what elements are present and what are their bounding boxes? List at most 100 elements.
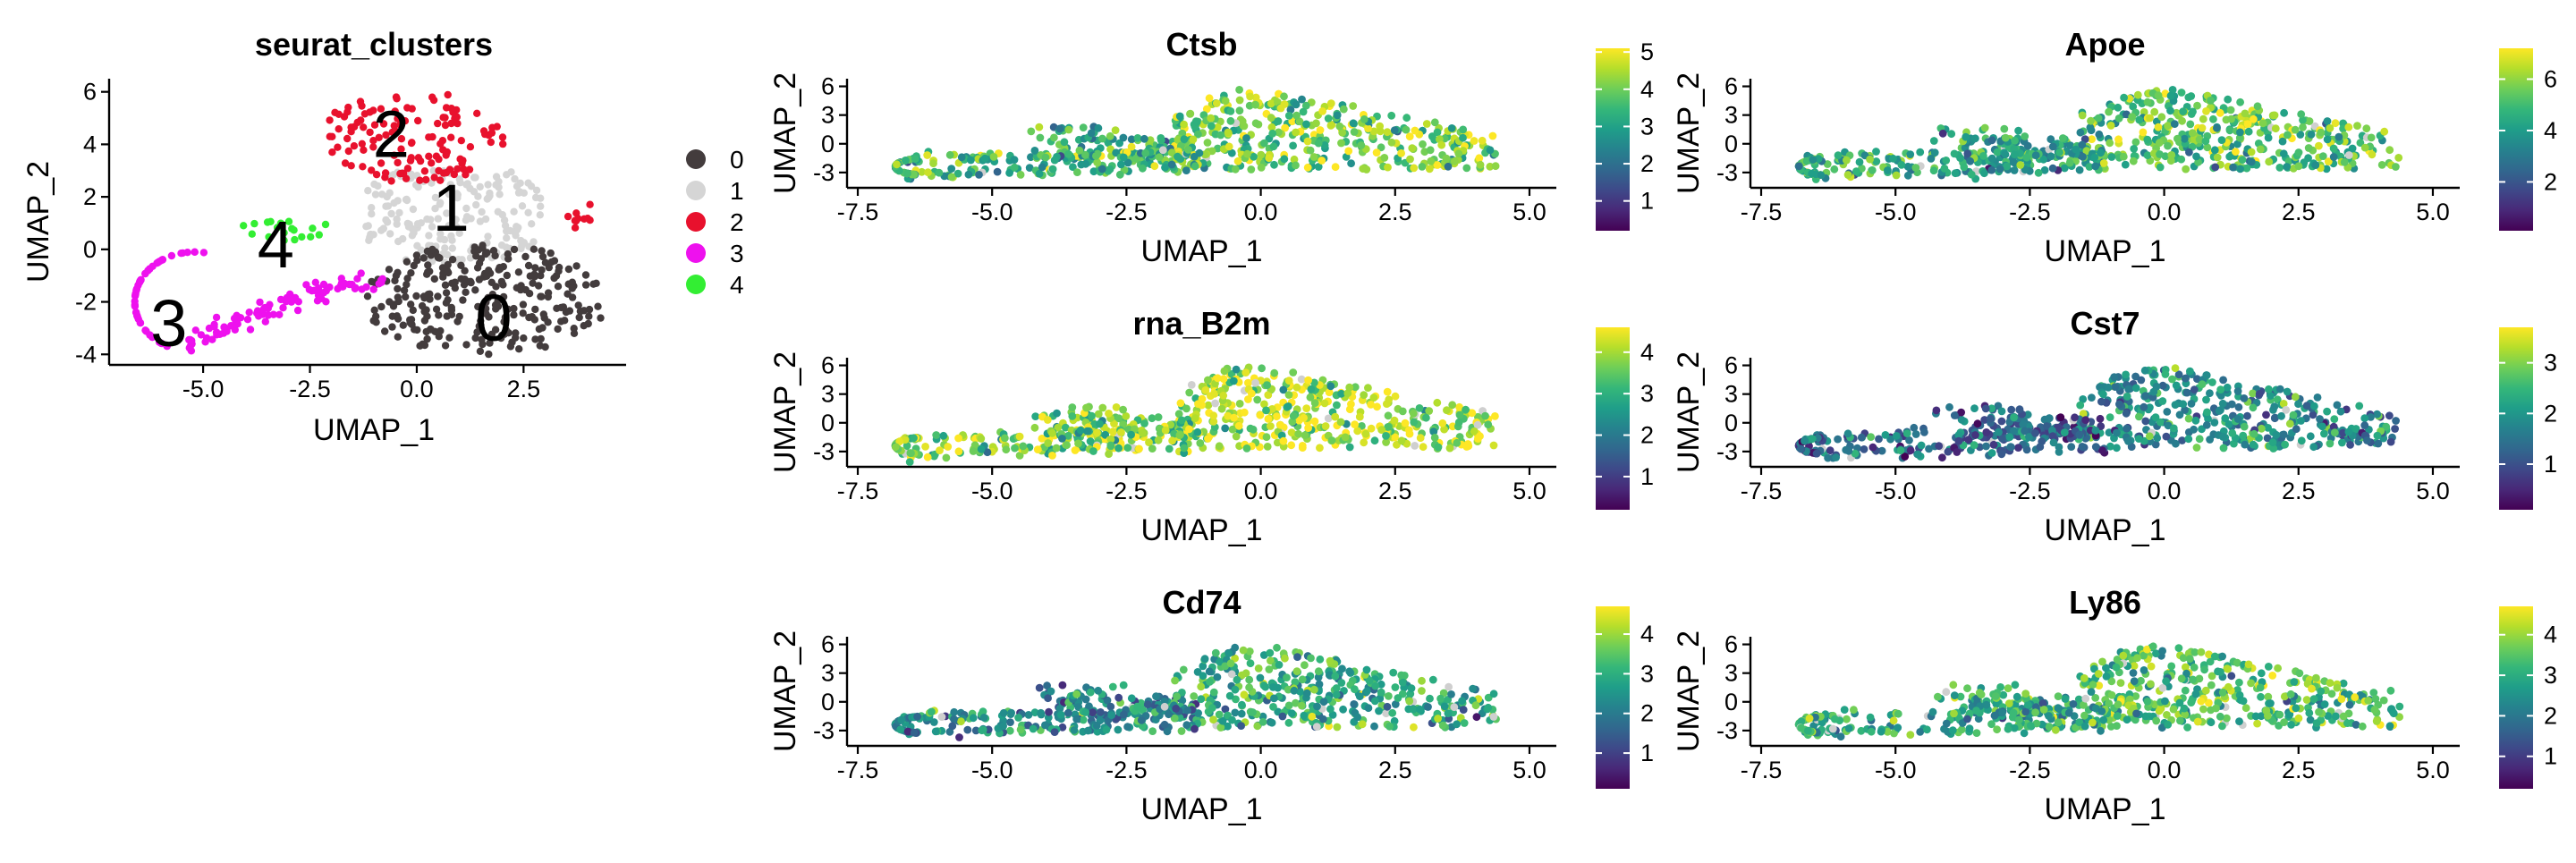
cell-point: [1424, 703, 1432, 711]
cell-point: [955, 733, 963, 741]
cell-point: [2164, 142, 2172, 150]
colorbar-tick-label: 3: [2544, 350, 2557, 377]
cell-point-cluster-0: [449, 256, 456, 263]
cell-point-cluster-0: [525, 314, 532, 321]
x-tick-label: -7.5: [837, 199, 879, 225]
cell-point: [1953, 448, 1961, 456]
cell-point: [2036, 443, 2044, 451]
cell-point: [2140, 129, 2148, 137]
cell-point: [1236, 400, 1244, 408]
cell-point: [1241, 368, 1250, 377]
cell-point: [1109, 683, 1117, 691]
cell-point: [1227, 107, 1235, 115]
cell-point: [892, 443, 900, 451]
cell-point: [2338, 695, 2346, 703]
cell-point: [1402, 126, 1411, 134]
cell-point-cluster-0: [424, 261, 431, 268]
cell-point: [957, 717, 965, 725]
cell-point: [1364, 124, 1372, 132]
cell-point: [970, 447, 978, 455]
cell-point-cluster-0: [515, 268, 522, 275]
cell-point: [1884, 166, 1892, 174]
cell-point: [1283, 673, 1291, 681]
cell-point: [1809, 156, 1818, 164]
cell-point: [1292, 101, 1301, 109]
cell-point-cluster-1: [503, 243, 510, 250]
colorbar-tick-label: 4: [1640, 621, 1654, 647]
cell-point: [1333, 691, 1341, 699]
cell-point-cluster-1: [537, 203, 544, 210]
cell-point: [2275, 164, 2284, 172]
cell-point: [1301, 431, 1309, 439]
cell-point: [2117, 679, 2125, 687]
cell-point: [1935, 442, 1943, 450]
cell-point: [2162, 370, 2170, 378]
cell-point: [1051, 728, 1059, 736]
cell-point: [1893, 172, 1901, 180]
cell-point: [2297, 417, 2305, 425]
cell-point: [1177, 399, 1185, 407]
cell-point-cluster-0: [547, 250, 555, 257]
cell-point: [2124, 385, 2132, 393]
cell-point: [1364, 384, 1372, 392]
cell-point: [2305, 144, 2313, 152]
cell-point-cluster-3: [285, 294, 292, 301]
cell-point: [1426, 695, 1434, 703]
cell-point: [2128, 113, 2136, 121]
cell-point: [2385, 411, 2394, 419]
cell-point: [1918, 442, 1926, 450]
cell-point: [1064, 709, 1072, 717]
cell-point-cluster-1: [496, 190, 503, 198]
cell-point-cluster-2: [434, 120, 441, 127]
cell-point-cluster-3: [210, 323, 217, 330]
cell-point: [1243, 150, 1251, 158]
cell-point: [1011, 156, 1019, 164]
cell-point: [1475, 154, 1483, 162]
cell-point: [2187, 698, 2195, 706]
cell-point: [1006, 718, 1014, 726]
cell-point: [1260, 140, 1268, 148]
x-tick-label: -2.5: [1106, 199, 1148, 225]
cell-point: [947, 165, 955, 173]
cell-point: [1156, 153, 1164, 161]
cell-point: [2173, 382, 2181, 390]
legend-swatch-1: [686, 181, 706, 200]
cell-point: [1445, 683, 1453, 691]
cell-point: [1299, 675, 1307, 683]
cell-point: [1425, 407, 1433, 415]
cell-point-cluster-2: [335, 125, 343, 132]
cell-point: [1394, 694, 1402, 702]
cell-point: [2135, 116, 2143, 124]
cell-point: [1347, 401, 1355, 409]
cell-point-cluster-0: [575, 301, 582, 309]
cell-point-cluster-0: [511, 246, 518, 253]
cell-point-cluster-2: [456, 156, 463, 163]
cell-point: [2192, 690, 2200, 698]
cell-point: [1830, 165, 1838, 173]
cell-point: [1303, 690, 1311, 698]
cell-point: [1389, 669, 1397, 677]
cell-point: [1285, 112, 1293, 120]
cell-point: [2202, 137, 2210, 145]
cell-point: [1417, 434, 1425, 442]
cell-point: [999, 723, 1007, 731]
cell-point: [1213, 99, 1221, 107]
cell-point: [1333, 402, 1341, 410]
cell-point: [2286, 419, 2294, 427]
cell-point: [2092, 427, 2100, 435]
cell-point: [1065, 126, 1073, 134]
cell-point: [1882, 431, 1890, 439]
cell-point: [1259, 718, 1267, 726]
cell-point: [1017, 726, 1025, 734]
cell-point: [911, 155, 919, 163]
x-tick-label: 2.5: [1378, 478, 1412, 504]
cell-point-cluster-0: [512, 334, 519, 341]
cell-point-cluster-0: [413, 251, 420, 258]
cell-point: [1264, 443, 1272, 451]
cell-point: [1448, 124, 1456, 132]
cell-point: [1384, 164, 1392, 172]
cell-point: [1279, 713, 1287, 721]
cell-point: [2077, 129, 2085, 137]
cell-point: [1370, 723, 1378, 731]
cell-point: [1487, 146, 1495, 154]
